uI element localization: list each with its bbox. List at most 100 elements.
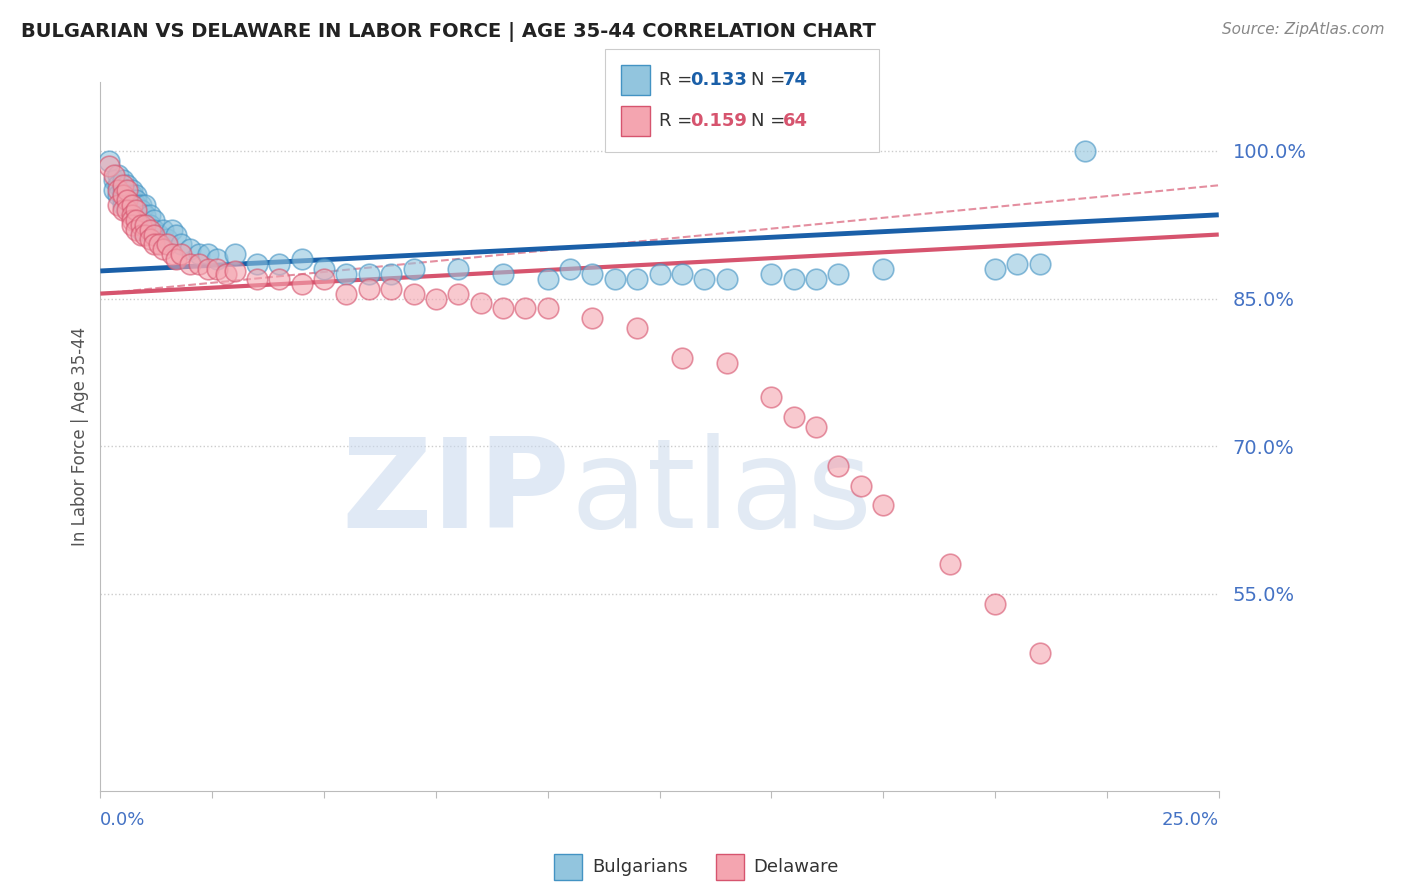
- Point: [515, 301, 537, 316]
- Point: [121, 208, 143, 222]
- Point: [402, 286, 425, 301]
- Point: [872, 498, 894, 512]
- Point: [939, 558, 962, 572]
- Point: [143, 227, 166, 242]
- Text: atlas: atlas: [569, 433, 872, 554]
- Text: 64: 64: [783, 112, 808, 130]
- Point: [357, 282, 380, 296]
- Point: [761, 267, 783, 281]
- Point: [269, 272, 291, 286]
- Point: [115, 178, 138, 193]
- Text: 74: 74: [783, 70, 808, 88]
- Point: [197, 247, 219, 261]
- Point: [1073, 144, 1095, 158]
- Point: [872, 262, 894, 277]
- Text: 0.133: 0.133: [690, 70, 747, 88]
- Point: [537, 301, 560, 316]
- Point: [827, 458, 849, 473]
- Point: [447, 262, 470, 277]
- Point: [129, 202, 152, 217]
- Point: [492, 301, 515, 316]
- Point: [143, 212, 166, 227]
- Point: [107, 188, 129, 202]
- Text: N =: N =: [751, 112, 790, 130]
- Text: 0.0%: 0.0%: [100, 811, 146, 829]
- Point: [111, 188, 134, 202]
- Point: [121, 198, 143, 212]
- Point: [111, 173, 134, 187]
- Point: [380, 282, 402, 296]
- Point: [335, 267, 357, 281]
- Point: [156, 232, 179, 246]
- Point: [121, 202, 143, 217]
- Point: [160, 247, 183, 261]
- Point: [129, 222, 152, 236]
- Point: [558, 262, 581, 277]
- Point: [214, 267, 236, 281]
- Text: R =: R =: [659, 70, 699, 88]
- Point: [111, 202, 134, 217]
- Point: [1029, 257, 1052, 271]
- Point: [111, 188, 134, 202]
- Point: [134, 227, 156, 242]
- Point: [125, 193, 148, 207]
- Point: [111, 178, 134, 193]
- Point: [179, 242, 201, 256]
- Point: [205, 262, 228, 277]
- Point: [671, 351, 693, 365]
- Point: [537, 272, 560, 286]
- Point: [107, 178, 129, 193]
- Point: [581, 311, 603, 326]
- Point: [148, 227, 170, 242]
- Point: [269, 257, 291, 271]
- Point: [129, 218, 152, 232]
- Point: [125, 202, 148, 217]
- Point: [152, 222, 174, 236]
- Point: [246, 257, 269, 271]
- Point: [115, 183, 138, 197]
- Y-axis label: In Labor Force | Age 35-44: In Labor Force | Age 35-44: [72, 326, 89, 546]
- Point: [246, 272, 269, 286]
- Point: [125, 188, 148, 202]
- Point: [107, 169, 129, 183]
- Point: [125, 222, 148, 236]
- Point: [1007, 257, 1029, 271]
- Point: [115, 193, 138, 207]
- Point: [134, 208, 156, 222]
- Point: [125, 212, 148, 227]
- Point: [125, 198, 148, 212]
- Point: [111, 193, 134, 207]
- Point: [187, 247, 209, 261]
- Point: [121, 193, 143, 207]
- Point: [165, 252, 187, 267]
- Text: N =: N =: [751, 70, 790, 88]
- Point: [581, 267, 603, 281]
- Point: [179, 257, 201, 271]
- Point: [129, 198, 152, 212]
- Text: BULGARIAN VS DELAWARE IN LABOR FORCE | AGE 35-44 CORRELATION CHART: BULGARIAN VS DELAWARE IN LABOR FORCE | A…: [21, 22, 876, 42]
- Point: [783, 409, 806, 424]
- Text: R =: R =: [659, 112, 699, 130]
- Point: [170, 247, 193, 261]
- Text: Source: ZipAtlas.com: Source: ZipAtlas.com: [1222, 22, 1385, 37]
- Point: [103, 183, 125, 197]
- Point: [111, 198, 134, 212]
- Point: [603, 272, 626, 286]
- Point: [716, 355, 738, 369]
- Point: [447, 286, 470, 301]
- Point: [170, 237, 193, 252]
- Point: [402, 262, 425, 277]
- Text: Bulgarians: Bulgarians: [592, 858, 688, 876]
- Point: [492, 267, 515, 281]
- Point: [335, 286, 357, 301]
- Point: [98, 159, 121, 173]
- Point: [152, 242, 174, 256]
- Point: [671, 267, 693, 281]
- Point: [111, 183, 134, 197]
- Point: [143, 222, 166, 236]
- Point: [827, 267, 849, 281]
- Point: [143, 237, 166, 252]
- Point: [134, 222, 156, 236]
- Point: [103, 173, 125, 187]
- Point: [115, 193, 138, 207]
